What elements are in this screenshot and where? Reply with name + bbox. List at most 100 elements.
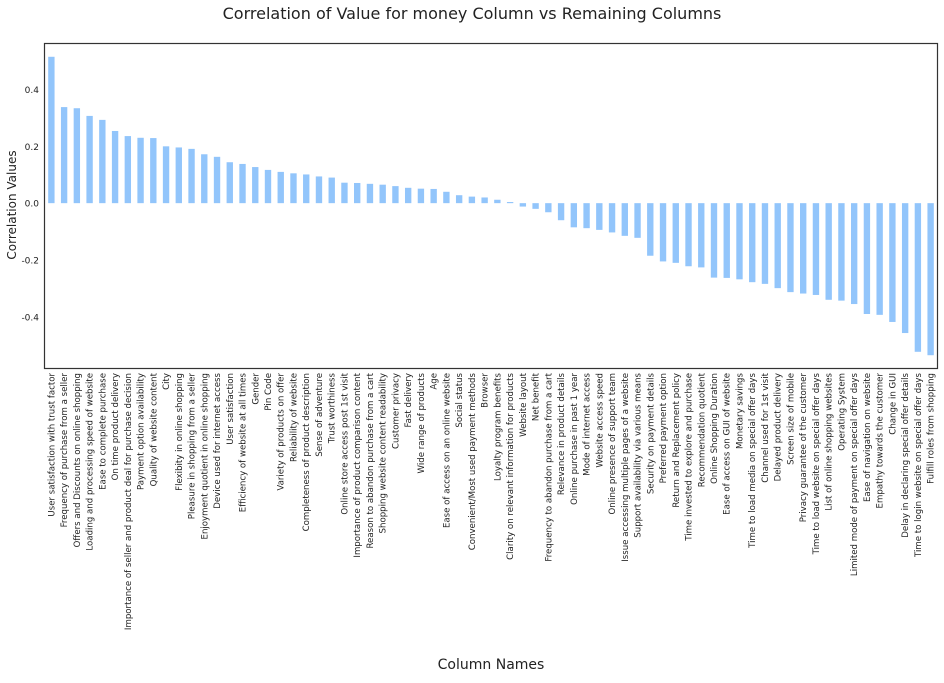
x-tick-label: Loading and processing speed of website [86, 373, 96, 551]
x-tick-label: Online Shopping Duration [710, 373, 720, 484]
y-tick-label: 0.4 [25, 86, 40, 96]
bar [239, 163, 246, 204]
x-tick-label: Enjoyment quotient in online shopping [200, 373, 210, 539]
x-tick-label: Mode of internet access [583, 372, 593, 475]
x-tick-label: Delayed product delivery [774, 373, 784, 481]
bar [264, 169, 272, 204]
x-tick-label: Trust worthiness [328, 372, 338, 444]
x-tick-label: Shopping website content readability [379, 373, 389, 533]
x-tick-label: Pin Code [264, 373, 274, 411]
x-tick-label: Security on payment details [646, 372, 656, 494]
x-tick-label: Website access speed [595, 373, 605, 468]
bar [443, 191, 450, 204]
x-tick-label: Channel used for 1st visit [761, 372, 771, 482]
bar [162, 146, 170, 204]
y-tick-label: 0.2 [25, 143, 39, 153]
x-tick-label: Delay in declaring special offer details [901, 372, 911, 537]
bar [519, 203, 527, 207]
x-tick-label: Monetary savings [735, 372, 745, 449]
x-tick-label: Preferred payment option [659, 373, 669, 483]
bar [825, 203, 832, 300]
bar [277, 171, 284, 204]
bar [596, 203, 603, 230]
bar [685, 203, 692, 267]
bar [124, 136, 132, 204]
bar [545, 203, 552, 213]
x-tick-label: Time to load media on special offer days [748, 372, 758, 548]
bar [774, 203, 781, 289]
bar [354, 182, 361, 204]
bar [557, 203, 565, 221]
bar [392, 186, 399, 204]
x-tick-label: Importance of product comparison content [353, 372, 363, 557]
x-tick-label: Support availability via various means [634, 372, 644, 537]
x-tick-label: Net benefit [532, 372, 542, 421]
y-axis-ticks: 0.4 0.2 0.0 -0.2 -0.4 [21, 86, 39, 323]
bar [532, 203, 539, 209]
x-tick-label: Reliability of website [289, 373, 299, 462]
x-tick-label: Time invested to explore and purchase [685, 373, 695, 542]
x-tick-label: Screen size of mobile [786, 373, 796, 465]
bar [570, 203, 578, 228]
bar [315, 176, 323, 204]
y-tick-label: -0.2 [21, 257, 39, 267]
x-tick-label: Recommendation quotient [697, 372, 707, 487]
bar [252, 167, 259, 204]
bar [494, 199, 501, 204]
x-tick-label: Fulfill roles from shopping [927, 373, 937, 484]
bar [99, 119, 106, 204]
bar [749, 203, 756, 283]
bar [303, 174, 310, 204]
x-tick-label: Flexibity in online shopping [175, 373, 185, 491]
bar [672, 203, 679, 263]
bar [430, 188, 437, 204]
bar [889, 203, 896, 322]
bar [723, 203, 730, 278]
bar [761, 203, 769, 284]
x-axis-title: Column Names [437, 657, 545, 673]
bar [328, 177, 335, 204]
x-axis-ticks: User satisfaction with trust factor Frequ… [47, 372, 936, 630]
x-tick-label: Completeness of product description [302, 373, 312, 531]
bar [188, 148, 195, 204]
x-tick-label: City [162, 373, 172, 390]
x-tick-label: Variety of products on offer [277, 373, 287, 491]
x-tick-label: Reason to abandon purchase from a cart [366, 372, 376, 548]
x-tick-label: Pleasure in shopping from a seller [188, 373, 198, 520]
x-tick-label: Wide range of products [417, 372, 427, 473]
chart-title: Correlation of Value for money Column vs… [222, 4, 722, 23]
bar [876, 203, 883, 315]
x-tick-label: Privacy guarantee of the customer [799, 373, 809, 523]
x-tick-label: Clarity on relevant information for prod… [506, 372, 516, 559]
bar [736, 203, 743, 280]
bar [201, 154, 208, 204]
bar [506, 202, 514, 204]
plot-frame [43, 42, 939, 370]
x-tick-label: Ease of access on GUI of website [723, 373, 733, 515]
bar [468, 196, 476, 204]
x-tick-label: Ease of navigation on website [863, 373, 873, 502]
bar [404, 187, 412, 204]
bar [659, 203, 667, 262]
bar [60, 107, 68, 204]
x-tick-label: Convenient/Most used payment methods [468, 372, 478, 550]
x-tick-label: Ease to complete purchase [98, 373, 108, 490]
bar [800, 203, 807, 294]
bar [341, 182, 348, 204]
bar [927, 203, 934, 356]
x-tick-label: Loyalty program benefits [493, 372, 503, 480]
bar [647, 203, 654, 256]
x-tick-label: Browser [481, 373, 491, 408]
x-tick-label: On time product delivery [111, 373, 121, 480]
bar [710, 203, 718, 278]
x-tick-label: Importance of seller and product deal fo… [124, 373, 134, 630]
bar [73, 108, 81, 204]
x-tick-label: Time to load website on special offer da… [812, 372, 822, 555]
y-tick-label: -0.4 [21, 313, 39, 323]
bar [850, 203, 858, 305]
x-tick-label: Limited mode of payment on special offer… [850, 372, 860, 576]
x-tick-label: Customer privacy [391, 373, 401, 449]
y-axis-title: Correlation Values [5, 150, 19, 259]
bar [366, 183, 374, 204]
